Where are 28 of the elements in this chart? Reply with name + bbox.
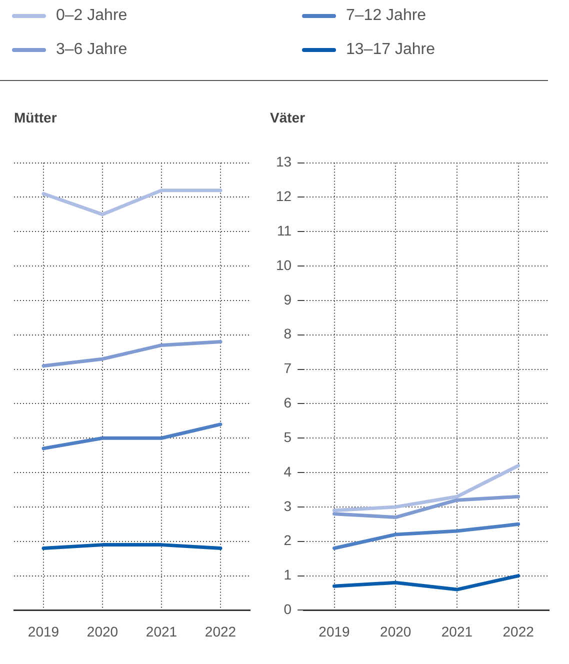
y-tick-label: 3 bbox=[284, 498, 292, 514]
x-tick-label: 2019 bbox=[318, 623, 350, 640]
x-tick-label: 2021 bbox=[146, 623, 178, 640]
legend-label: 13–17 Jahre bbox=[346, 41, 435, 59]
legend-label: 0–2 Jahre bbox=[56, 7, 128, 25]
x-tick-label: 2020 bbox=[380, 623, 412, 640]
y-tick-label: 12 bbox=[276, 188, 292, 204]
y-tick-label: 9 bbox=[284, 291, 292, 308]
chart-title: Mütter bbox=[14, 109, 58, 126]
legend-label: 7–12 Jahre bbox=[346, 7, 426, 25]
y-tick-label: 7 bbox=[284, 360, 292, 376]
x-tick-label: 2019 bbox=[28, 623, 60, 640]
y-tick-label: 11 bbox=[277, 222, 292, 238]
y-tick-label: 13 bbox=[276, 154, 292, 170]
y-tick-label: 4 bbox=[284, 463, 292, 480]
y-tick-label: 1 bbox=[284, 566, 292, 583]
x-tick-label: 2020 bbox=[86, 623, 118, 640]
y-tick-label: 5 bbox=[284, 428, 292, 445]
legend-label: 3–6 Jahre bbox=[56, 41, 128, 59]
y-tick-label: 8 bbox=[284, 326, 292, 342]
chart-title: Väter bbox=[270, 109, 306, 126]
y-tick-label: 2 bbox=[284, 532, 292, 548]
x-tick-label: 2022 bbox=[204, 623, 236, 640]
y-tick-label: 10 bbox=[276, 256, 292, 273]
y-tick-label: 0 bbox=[284, 601, 292, 618]
y-tick-label: 6 bbox=[284, 394, 292, 411]
x-tick-label: 2022 bbox=[502, 623, 534, 640]
x-tick-label: 2021 bbox=[441, 623, 473, 640]
